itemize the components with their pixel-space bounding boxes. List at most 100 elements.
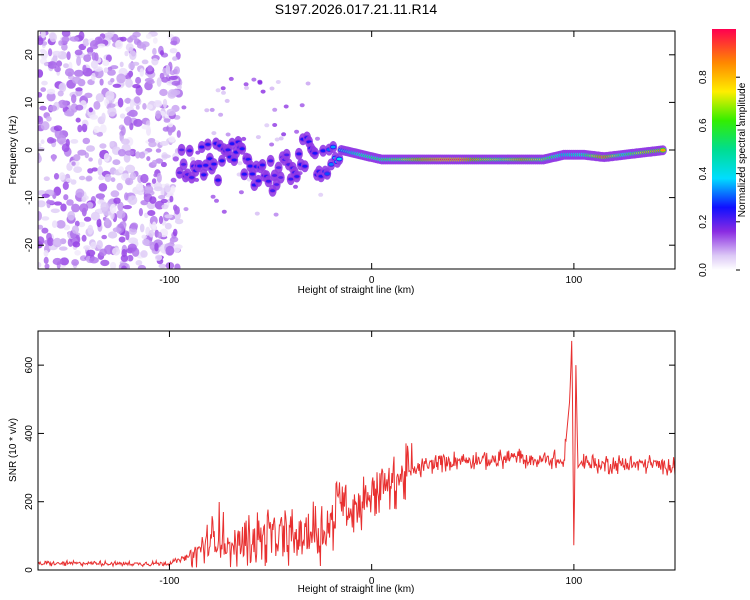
heatmap-cell bbox=[129, 172, 137, 181]
heatmap-cell bbox=[660, 148, 666, 152]
heatmap-cell bbox=[73, 154, 81, 162]
colorbar: 0.0 0.2 0.4 0.6 0.8 Normalized spectral ampl… bbox=[698, 29, 748, 277]
heatmap-cell bbox=[89, 256, 99, 264]
heatmap-cell bbox=[74, 220, 80, 227]
heatmap-cell bbox=[288, 177, 294, 181]
colorbar-label: Normalized spectral amplitude bbox=[737, 82, 748, 217]
heatmap-cell bbox=[125, 78, 133, 88]
heatmap-cell bbox=[273, 212, 279, 217]
heatmap-cell bbox=[119, 113, 126, 119]
heatmap-cell bbox=[149, 196, 157, 204]
heatmap-cell bbox=[105, 90, 115, 101]
heatmap-cell bbox=[177, 171, 183, 175]
heatmap-cell bbox=[128, 62, 136, 70]
heatmap-cell bbox=[38, 262, 42, 268]
heatmap-cell bbox=[76, 56, 82, 66]
x-tick-label: 0 bbox=[369, 576, 375, 587]
heatmap-cell bbox=[70, 139, 79, 144]
heatmap-cell bbox=[171, 80, 181, 86]
heatmap-cell bbox=[121, 265, 127, 269]
heatmap-cell bbox=[204, 108, 210, 113]
heatmap-cell bbox=[272, 174, 278, 177]
heatmap-cell bbox=[40, 139, 45, 144]
heatmap-cell bbox=[98, 175, 105, 181]
heatmap-cell bbox=[63, 63, 69, 69]
heatmap-cell bbox=[305, 81, 311, 86]
heatmap-cell bbox=[86, 145, 95, 152]
heatmap-cell bbox=[330, 145, 336, 149]
heatmap-cell bbox=[52, 237, 62, 248]
colorbar-gradient bbox=[712, 29, 736, 270]
snr-panel: -100 0 100 0 200 400 600 Height of straight l… bbox=[8, 330, 676, 595]
heatmap-cell bbox=[195, 150, 201, 155]
heatmap-cell bbox=[155, 110, 161, 119]
heatmap-cell bbox=[170, 89, 181, 96]
heatmap-cell bbox=[168, 136, 176, 143]
heatmap-cell bbox=[130, 222, 139, 230]
heatmap-cell bbox=[50, 208, 60, 214]
heatmap-cell bbox=[229, 142, 235, 146]
heatmap-cell bbox=[59, 246, 68, 251]
colorbar-tick-label: 0.0 bbox=[698, 263, 709, 277]
heatmap-cell bbox=[100, 259, 110, 267]
heatmap-cell bbox=[169, 70, 176, 75]
snr-frame bbox=[37, 330, 676, 571]
heatmap-cell bbox=[201, 173, 207, 177]
heatmap-cell bbox=[96, 218, 102, 228]
heatmap-cell bbox=[160, 161, 167, 168]
heatmap-cell bbox=[241, 136, 247, 141]
heatmap-cell bbox=[128, 195, 138, 206]
heatmap-cell bbox=[112, 159, 121, 166]
heatmap-cell bbox=[100, 202, 109, 212]
heatmap-cell bbox=[147, 65, 153, 72]
heatmap-cell bbox=[90, 60, 98, 69]
heatmap-cell bbox=[152, 37, 158, 44]
y-tick-label: 0 bbox=[24, 567, 35, 573]
heatmap-cell bbox=[123, 153, 131, 163]
heatmap-cell bbox=[176, 84, 182, 90]
heatmap-cell bbox=[142, 238, 150, 246]
heatmap-cell bbox=[138, 151, 146, 159]
heatmap-cell bbox=[174, 263, 181, 269]
heatmap-cell bbox=[109, 203, 117, 214]
heatmap-cell bbox=[293, 184, 298, 189]
heatmap-cell bbox=[69, 36, 80, 42]
heatmap-cell bbox=[102, 59, 110, 66]
heatmap-cell bbox=[66, 199, 74, 206]
heatmap-cell bbox=[220, 86, 226, 91]
heatmap-cell bbox=[154, 254, 163, 261]
heatmap-cell bbox=[58, 172, 66, 181]
heatmap-cell bbox=[46, 88, 56, 95]
heatmap-cell bbox=[294, 129, 300, 134]
heatmap-cell bbox=[38, 236, 45, 245]
heatmap-cell bbox=[205, 143, 211, 146]
heatmap-cell bbox=[199, 145, 205, 149]
heatmap-cell bbox=[104, 244, 114, 255]
heatmap-cell bbox=[237, 161, 243, 166]
heatmap-cell bbox=[135, 183, 144, 191]
heatmap-cell bbox=[74, 250, 81, 256]
heatmap-cell bbox=[58, 40, 63, 46]
heatmap-cell bbox=[159, 141, 169, 146]
heatmap-cell bbox=[139, 68, 145, 77]
heatmap-cell bbox=[38, 200, 46, 208]
heatmap-cell bbox=[167, 127, 173, 136]
heatmap-cell bbox=[115, 39, 123, 50]
heatmap-cell bbox=[141, 125, 151, 130]
heatmap-cell bbox=[96, 240, 103, 250]
heatmap-cell bbox=[97, 43, 106, 48]
heatmap-cell bbox=[221, 90, 226, 95]
heatmap-cell bbox=[116, 209, 126, 219]
heatmap-cell bbox=[38, 154, 42, 164]
heatmap-cell bbox=[40, 87, 46, 92]
heatmap-cell bbox=[147, 80, 155, 84]
heatmap-cell bbox=[78, 221, 86, 228]
heatmap-cell bbox=[214, 198, 219, 203]
y-tick-label: 600 bbox=[24, 356, 35, 373]
heatmap-cell bbox=[91, 51, 97, 61]
heatmap-cell bbox=[283, 104, 289, 109]
heatmap-cell bbox=[153, 186, 163, 192]
heatmap-cell bbox=[164, 222, 172, 230]
